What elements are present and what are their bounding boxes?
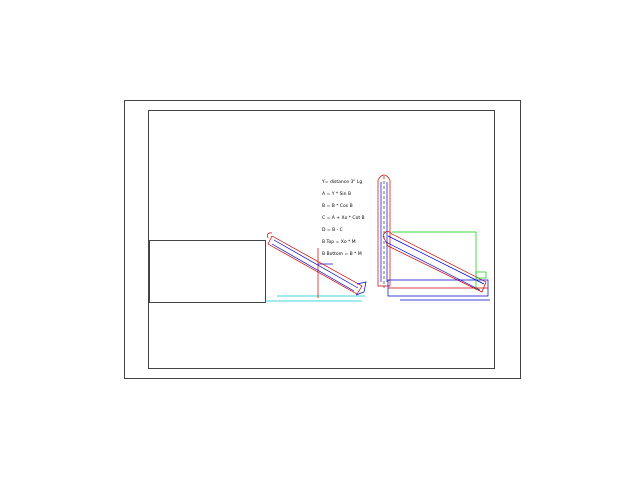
note: C = A + Xo * Cot B	[322, 215, 365, 221]
pipe-wall	[385, 235, 485, 291]
note: D = B - C	[322, 227, 343, 233]
angled-pipe	[382, 231, 487, 293]
pipe-end	[267, 232, 273, 239]
title-block	[149, 240, 266, 303]
vertical-pipe	[377, 174, 391, 287]
notes: Y= distance 3" Lg A = Y * Sin B B = B * …	[321, 179, 365, 257]
note: Y= distance 3" Lg	[321, 179, 362, 185]
right-view	[377, 174, 490, 301]
base-plate	[387, 279, 489, 297]
note: A = Y * Sin B	[322, 191, 351, 197]
detail	[475, 271, 487, 279]
note: B Bottom = B * M	[322, 251, 362, 257]
dimension	[392, 231, 477, 290]
pipe-wall	[271, 239, 359, 292]
note: B = B * Cos B	[322, 203, 353, 209]
left-view	[265, 232, 367, 302]
pipe-cut	[355, 281, 367, 296]
note: B Top = Xo * M	[322, 239, 356, 245]
pipe-outline	[267, 235, 363, 295]
drawing-frame	[148, 110, 495, 369]
sheet-border	[124, 100, 521, 379]
